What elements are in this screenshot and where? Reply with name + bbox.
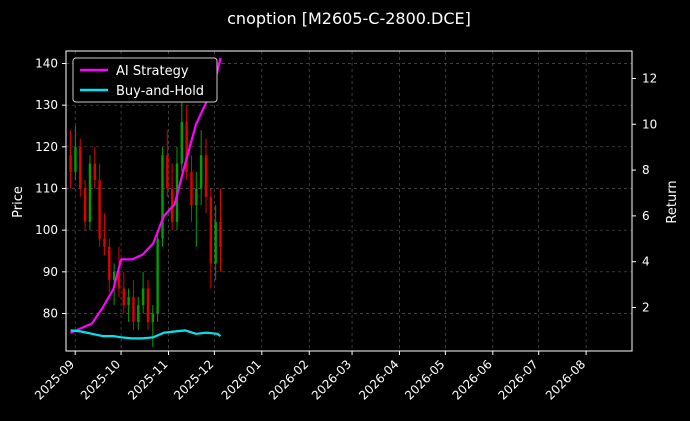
y-tick-label-right: 4	[642, 255, 650, 269]
candle-body	[156, 238, 159, 314]
candle-body	[166, 155, 169, 189]
candle-body	[199, 155, 203, 189]
candle-body	[132, 296, 135, 322]
candle-body	[195, 188, 198, 206]
x-tick-label: 2025-12	[171, 357, 216, 402]
x-tick-label: 2026-04	[356, 357, 401, 402]
y-axis-right-label: Return	[665, 180, 680, 223]
candle-body	[161, 155, 164, 239]
candle-body	[146, 288, 150, 322]
legend-label-buy-and-hold: Buy-and-Hold	[116, 84, 204, 99]
x-tick-label: 2025-09	[32, 357, 77, 402]
y-axis-left-label: Price	[11, 186, 26, 218]
legend-box	[72, 57, 218, 103]
candlestick-series	[69, 96, 222, 347]
candle-body	[204, 155, 208, 197]
x-axis: 2025-09 2025-10 2025-11 2025-12 2026-01 2026-…	[32, 351, 588, 403]
x-tick-label: 2026-06	[450, 357, 495, 402]
y-tick-label-right: 2	[642, 300, 650, 314]
x-tick-label: 2026-07	[495, 357, 540, 402]
y-tick-label-left: 130	[35, 98, 58, 112]
candle-body	[122, 288, 125, 306]
x-tick-label: 2026-03	[309, 357, 354, 402]
y-axis-left: 80 90 100 110 120 130 140	[35, 57, 66, 321]
candle-body	[98, 180, 101, 239]
candle-body	[74, 146, 77, 172]
y-tick-label-right: 6	[642, 209, 650, 223]
y-tick-label-right: 10	[642, 117, 657, 131]
candle-body	[127, 296, 130, 306]
y-tick-label-right: 8	[642, 163, 650, 177]
candle-body	[137, 305, 140, 322]
candle-body	[219, 221, 222, 247]
candle-body	[117, 271, 121, 289]
x-tick-label: 2025-10	[78, 357, 123, 402]
return-lines	[70, 57, 222, 340]
x-tick-label: 2026-01	[219, 357, 264, 402]
candle-body	[180, 121, 184, 164]
legend: AI Strategy Buy-and-Hold	[72, 57, 218, 103]
legend-label-ai-strategy: AI Strategy	[116, 64, 189, 79]
candle-body	[190, 171, 193, 206]
candle-body	[69, 155, 72, 172]
candle-body	[112, 271, 116, 281]
candle-body	[214, 221, 217, 264]
candle-body	[93, 163, 96, 181]
x-tick-label: 2025-11	[125, 357, 170, 402]
candle-body	[151, 313, 154, 322]
ai-strategy-line	[70, 57, 222, 334]
x-tick-label: 2026-05	[402, 357, 447, 402]
candle-body	[141, 288, 145, 306]
y-tick-label-left: 90	[43, 265, 58, 279]
plot-frame	[65, 50, 633, 352]
x-tick-label: 2026-02	[266, 357, 311, 402]
candle-body	[83, 188, 87, 222]
y-tick-label-left: 120	[35, 140, 58, 154]
candle-body	[108, 246, 111, 281]
y-axis-right: 2 4 6 8 10 12	[632, 71, 657, 314]
chart-title: cnoption [M2605-C-2800.DCE]	[227, 9, 471, 28]
candle-body	[185, 121, 188, 172]
candle-body	[88, 163, 92, 222]
y-tick-label-left: 80	[43, 307, 58, 321]
y-tick-label-left: 110	[35, 182, 58, 196]
candle-body	[79, 146, 82, 189]
x-tick-label: 2026-08	[543, 357, 588, 402]
y-tick-label-left: 140	[35, 57, 58, 71]
candle-body	[170, 188, 174, 222]
candle-body	[103, 238, 106, 247]
candle-body	[209, 196, 213, 264]
y-tick-label-left: 100	[35, 223, 58, 237]
buy-and-hold-line	[70, 329, 222, 340]
y-tick-label-right: 12	[642, 71, 657, 85]
